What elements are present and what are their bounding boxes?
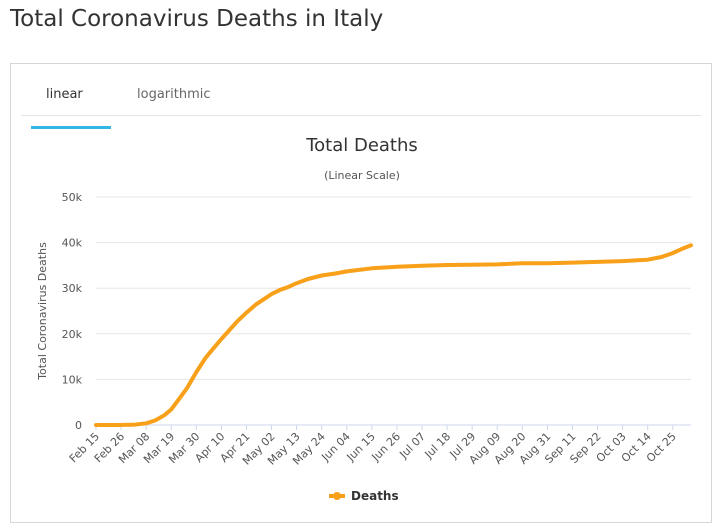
tab-logarithmic[interactable]: logarithmic bbox=[137, 87, 211, 102]
y-tick-labels: 0 10k 20k 30k 40k 50k bbox=[62, 191, 83, 432]
y-axis-label: Total Coronavirus Deaths bbox=[36, 242, 49, 381]
legend-swatch-marker bbox=[333, 492, 341, 500]
page-title: Total Coronavirus Deaths in Italy bbox=[10, 6, 384, 32]
chart-subtitle: (Linear Scale) bbox=[324, 169, 400, 182]
y-tick-label: 50k bbox=[62, 191, 83, 204]
series-group bbox=[94, 243, 693, 427]
gridlines bbox=[96, 196, 691, 426]
chart-panel: linear logarithmic bbox=[10, 63, 712, 523]
tab-linear[interactable]: linear bbox=[46, 87, 83, 102]
y-tick-label: 40k bbox=[62, 237, 83, 250]
legend-label: Deaths bbox=[351, 489, 399, 503]
legend[interactable]: Deaths bbox=[329, 489, 399, 503]
x-tick-label: Jul 07 bbox=[396, 430, 428, 462]
x-tick-label: Jul 18 bbox=[422, 430, 454, 462]
y-tick-label: 30k bbox=[62, 282, 83, 295]
y-tick-label: 0 bbox=[75, 419, 82, 432]
active-tab-indicator bbox=[31, 126, 111, 129]
y-tick-label: 10k bbox=[62, 373, 83, 386]
series-line-deaths[interactable] bbox=[94, 243, 693, 427]
tab-bar: linear logarithmic bbox=[21, 78, 701, 129]
chart-title: Total Deaths bbox=[305, 135, 418, 156]
y-tick-label: 20k bbox=[62, 328, 83, 341]
